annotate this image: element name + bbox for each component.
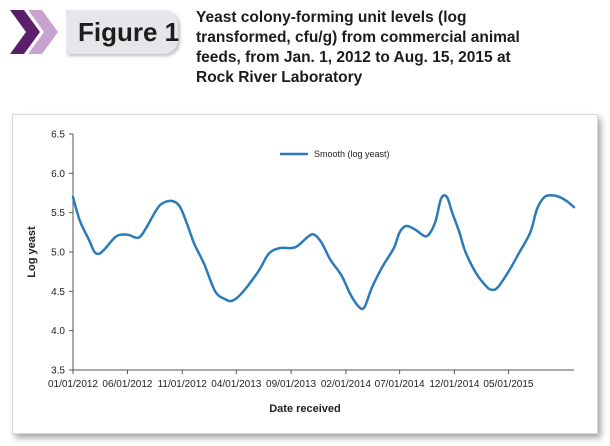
y-tick-label: 4.0 (51, 326, 65, 337)
x-tick-label: 01/01/2012 (48, 379, 98, 390)
x-tick-label: 12/01/2014 (429, 379, 479, 390)
legend-label: Smooth (log yeast) (314, 149, 390, 159)
figure-title-line: Rock River Laboratory (196, 69, 363, 86)
figure-title: Yeast colony-forming unit levels (log tr… (196, 8, 600, 88)
x-tick-label: 04/01/2013 (211, 379, 261, 390)
figure-tab (66, 10, 178, 54)
x-tick-label: 07/01/2014 (375, 379, 425, 390)
x-tick-label: 05/01/2015 (483, 379, 533, 390)
series-line-smooth-log-yeast (71, 194, 576, 311)
figure-title-line: feeds, from Jan. 1, 2012 to Aug. 15, 201… (196, 49, 511, 66)
y-tick-label: 3.5 (51, 366, 65, 377)
x-tick-label: 02/01/2014 (321, 379, 371, 390)
x-tick-label: 11/01/2012 (158, 379, 208, 390)
y-tick-label: 4.5 (51, 287, 65, 298)
figure-chevrons-icon (10, 10, 58, 54)
y-tick-label: 5.0 (51, 248, 65, 259)
figure-label: Figure 1 (78, 17, 180, 47)
y-tick-label: 6.5 (51, 130, 65, 141)
x-axis-title: Date received (269, 403, 341, 415)
y-tick-label: 6.0 (51, 169, 65, 180)
x-tick-label: 09/01/2013 (266, 379, 316, 390)
chart-panel (12, 114, 598, 434)
x-tick-label: 06/01/2012 (102, 379, 152, 390)
figure-title-line: transformed, cfu/g) from commercial anim… (196, 29, 520, 46)
y-axis-title: Log yeast (26, 226, 38, 278)
figure-title-line: Yeast colony-forming unit levels (log (196, 9, 467, 26)
y-tick-label: 5.5 (51, 208, 65, 219)
